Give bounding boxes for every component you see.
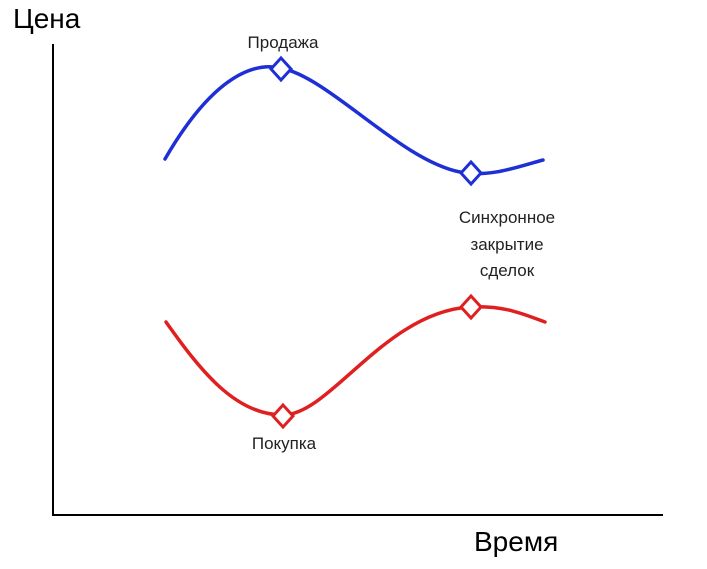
buy-curve: [164, 305, 547, 417]
sell-marker-icon: [268, 55, 294, 83]
close-annotation-line2: закрытие: [470, 235, 543, 254]
close-annotation-line1: Синхронное: [459, 208, 555, 227]
buy-annotation: Покупка: [252, 434, 317, 453]
sell-close-marker-icon: [458, 159, 484, 187]
buy-close-marker-icon: [458, 293, 484, 321]
x-axis-label: Время: [474, 526, 558, 557]
buy-marker-icon: [270, 402, 296, 430]
sell-curve: [163, 65, 545, 176]
close-annotation-line3: сделок: [480, 261, 535, 280]
y-axis-label: Цена: [13, 3, 81, 34]
sell-annotation: Продажа: [248, 33, 320, 52]
